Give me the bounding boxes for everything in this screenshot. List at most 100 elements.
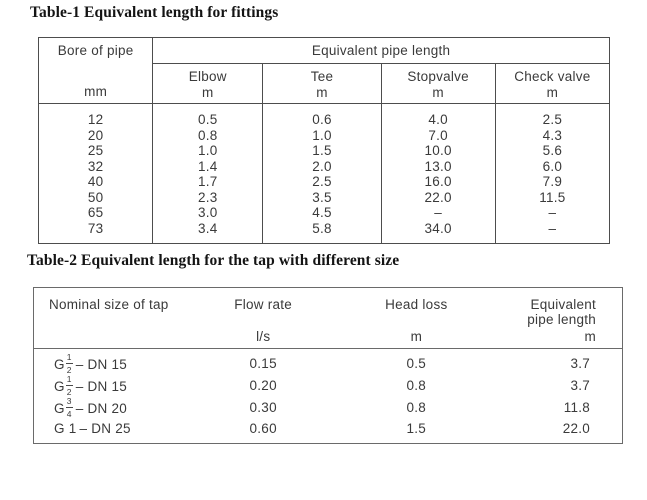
table1-row: 25 1.0 1.5 10.0 5.6 xyxy=(39,143,610,159)
table2-body: G 1 2– DN 15 0.15 0.5 3.7 G 1 2– DN 15 0.20 0.8 3.7… xyxy=(34,349,623,444)
table2-cell-equivalent-length: 3.7 xyxy=(570,378,590,393)
tap-size-prefix: G xyxy=(54,401,65,416)
table2-cell-equivalent-length: 11.8 xyxy=(563,400,590,415)
tap-size-prefix: G 1 xyxy=(54,421,77,436)
table1-row: 65 3.0 4.5– – xyxy=(39,205,610,221)
fittings-table: Bore of pipe mm Equivalent pipe length E… xyxy=(38,37,610,244)
tap-size-prefix: G xyxy=(54,379,65,394)
table1-cell-stopvalve: 7.0 xyxy=(380,127,496,143)
table1-cell-bore: 32 xyxy=(87,158,104,174)
table2-row: G 3 4– DN 20 0.30 0.8 11.8 xyxy=(34,397,623,419)
table1-cell-elbow: 2.3 xyxy=(152,189,263,205)
table1-cell-tee: 0.6 xyxy=(262,103,382,128)
table1-cell-elbow: 3.4 xyxy=(152,220,263,244)
table1-cell-check-valve: 7.9 xyxy=(494,174,610,190)
fraction-numerator: 3 xyxy=(65,396,73,408)
table1-cell-check-valve: 2.5 xyxy=(494,103,610,128)
fraction-numerator: 1 xyxy=(65,374,73,386)
table1-cell-tee: 2.5 xyxy=(262,174,382,190)
table2-row: G 1 2– DN 15 0.20 0.8 3.7 xyxy=(34,375,623,397)
table1-cell-bore: 65 xyxy=(87,205,104,220)
table1-cell-stopvalve: 13.0 xyxy=(380,158,496,174)
table1-header-stopvalve: Stopvalve m xyxy=(380,63,496,104)
table1-body: 12 0.5 0.6 4.0 2.5 20 0.8 1.0 7.0 4.3 25 1.0 1.5 10.0… xyxy=(39,103,610,244)
table2-cell-head-loss: 0.8 xyxy=(406,378,427,393)
table1-header-tee: Tee m xyxy=(262,63,382,104)
fraction-denominator: 2 xyxy=(66,386,72,397)
tap-size-suffix: – DN 25 xyxy=(79,421,131,436)
fraction-denominator: 2 xyxy=(66,364,72,375)
table1-cell-elbow: 1.7 xyxy=(152,174,263,190)
tap-size-suffix: – DN 15 xyxy=(75,357,128,372)
table1-cell-check-valve: – xyxy=(494,220,610,244)
fraction-denominator: 4 xyxy=(66,408,72,419)
table2-row: G 1 2– DN 15 0.15 0.5 3.7 xyxy=(34,349,623,376)
table1-row: 20 0.8 1.0 7.0 4.3 xyxy=(39,127,610,143)
table1-row: 32 1.4 2.0 13.0 6.0 xyxy=(39,158,610,174)
tap-size-suffix: – DN 20 xyxy=(75,401,128,416)
table1-cell-stopvalve: – xyxy=(380,205,496,221)
table1-row: 50 2.3 3.5 22.0 11.5 xyxy=(39,189,610,205)
table1-cell-check-valve: 4.3 xyxy=(494,127,610,143)
table1-cell-stopvalve: 4.0 xyxy=(380,103,496,128)
table1-cell-check-valve: – xyxy=(494,205,610,221)
table1-cell-elbow: 1.0 xyxy=(152,143,263,159)
table2-cell-flow-rate: 0.60 xyxy=(249,421,277,436)
table2-cell-equivalent-length: 22.0 xyxy=(562,421,590,436)
table1-cell-stopvalve: 10.0 xyxy=(380,143,496,159)
table2-cell-head-loss: 0.5 xyxy=(406,356,427,371)
table2-cell-flow-rate: 0.20 xyxy=(249,378,277,393)
table2-container: Nominal size of tap Flow rate l/s Head l… xyxy=(33,287,623,444)
table2-cell-tap-size: G 1 2– DN 15 xyxy=(34,375,187,397)
table2-header-head-loss: Head loss m xyxy=(339,287,493,349)
table2-cell-tap-size: G 1– DN 25 xyxy=(34,419,187,444)
table1-cell-bore: 12 xyxy=(87,112,104,127)
tap-size-suffix: – DN 15 xyxy=(75,379,128,394)
table1-row: 12 0.5 0.6 4.0 2.5 xyxy=(39,103,610,128)
table1-cell-elbow: 0.5 xyxy=(152,103,263,128)
table1-cell-check-valve: 6.0 xyxy=(494,158,610,174)
table1-container: Bore of pipe mm Equivalent pipe length E… xyxy=(38,37,610,244)
table1-header-bore-of-pipe: Bore of pipe mm xyxy=(38,37,153,104)
table1-row: 73 3.4 5.8 34.0– xyxy=(39,220,610,244)
table1-header-elbow: Elbow m xyxy=(152,63,263,104)
table1-header-bore-unit: mm xyxy=(84,84,108,99)
table1-cell-bore: 20 xyxy=(87,127,104,143)
fraction-numerator: 1 xyxy=(65,352,73,364)
table1-cell-stopvalve: 22.0 xyxy=(380,189,496,205)
table2-cell-equivalent-length: 3.7 xyxy=(570,356,590,371)
tap-table: Nominal size of tap Flow rate l/s Head l… xyxy=(33,287,623,444)
table2-cell-tap-size: G 1 2– DN 15 xyxy=(34,349,187,376)
table2-cell-head-loss: 0.8 xyxy=(406,400,427,415)
table2-row: G 1– DN 25 0.60 1.5 22.0 xyxy=(34,419,623,444)
table1-cell-elbow: 0.8 xyxy=(152,127,263,143)
table1-cell-check-valve: 5.6 xyxy=(494,143,610,159)
table1-cell-bore: 25 xyxy=(87,143,104,158)
table1-cell-tee: 5.8 xyxy=(262,220,382,244)
tap-size-prefix: G xyxy=(54,357,65,372)
table1-cell-bore: 40 xyxy=(87,174,104,189)
table1-cell-tee: 2.0 xyxy=(262,158,382,174)
table1-cell-elbow: 3.0 xyxy=(152,205,263,221)
table2-header-flow-rate: Flow rate l/s xyxy=(186,287,340,349)
table1-cell-check-valve: 11.5 xyxy=(494,189,610,205)
table2-cell-flow-rate: 0.15 xyxy=(249,356,277,371)
table2-title: Table-2 Equivalent length for the tap wi… xyxy=(27,252,400,269)
table1-header-check-valve: Check valve m xyxy=(494,63,610,104)
table1-cell-tee: 3.5 xyxy=(262,189,382,205)
table1-cell-tee: 1.5 xyxy=(262,143,382,159)
table1-cell-tee: 1.0 xyxy=(262,127,382,143)
table2-header-equivalent-pipe-length: Equivalent pipe length m xyxy=(492,287,623,349)
table1-cell-tee: 4.5 xyxy=(262,205,382,221)
table1-cell-stopvalve: 16.0 xyxy=(380,174,496,190)
table1-cell-bore: 50 xyxy=(87,189,104,205)
table2-cell-tap-size: G 3 4– DN 20 xyxy=(34,397,187,419)
table2-cell-flow-rate: 0.30 xyxy=(249,400,277,415)
table1-row: 40 1.7 2.5 16.0 7.9 xyxy=(39,174,610,190)
table1-cell-stopvalve: 34.0 xyxy=(380,220,496,244)
table1-title: Table-1 Equivalent length for fittings xyxy=(30,4,279,21)
table1-cell-bore: 73 xyxy=(87,220,104,236)
